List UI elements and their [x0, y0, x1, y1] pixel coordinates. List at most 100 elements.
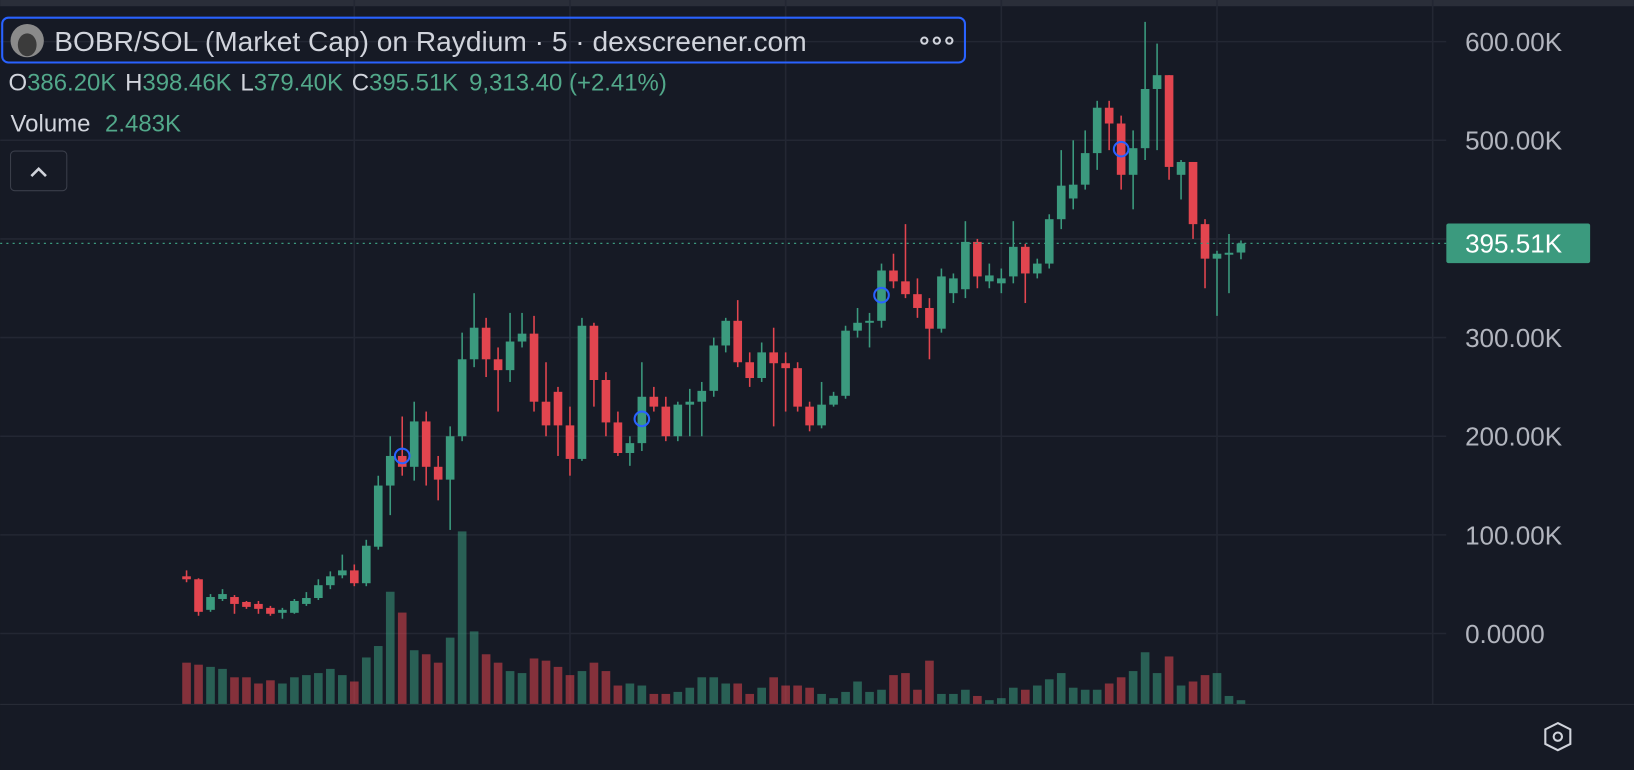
candle-body [757, 352, 767, 379]
candle-body [805, 406, 814, 426]
candle-layer [0, 21, 1447, 619]
volume-bar [505, 671, 515, 705]
volume-bar [469, 631, 479, 705]
collapse-button[interactable] [10, 150, 68, 192]
candle-body [385, 455, 395, 486]
volume-bar [493, 662, 503, 705]
volume-bar [817, 693, 826, 705]
more-icon[interactable] [920, 36, 954, 45]
volume-bar [361, 657, 371, 705]
candle-body [314, 585, 323, 599]
volume-bar [961, 689, 970, 705]
candle-body [1080, 153, 1090, 185]
volume-label: Volume [11, 110, 91, 137]
ohlc-value: 398.46K [142, 70, 231, 97]
candle-body [1044, 219, 1054, 264]
volume-bar [937, 693, 946, 705]
candle-body [218, 594, 227, 599]
candle-body [1212, 253, 1222, 259]
candle-body [373, 485, 383, 547]
volume-bar [338, 675, 347, 705]
candle-body [1068, 184, 1078, 199]
event-marker [393, 447, 411, 465]
volume-bar [925, 660, 934, 705]
change: 9,313.40 (+2.41%) [469, 70, 667, 97]
volume-bar [517, 673, 527, 705]
volume-bar [1080, 689, 1090, 705]
event-marker [1112, 140, 1130, 158]
volume-bar [218, 668, 227, 705]
candle-body [649, 396, 659, 407]
volume-bar [769, 677, 778, 705]
avatar-figure [17, 33, 37, 57]
volume-bar [206, 666, 215, 705]
candle-body [421, 421, 431, 467]
grid [0, 0, 1447, 705]
candle-body [1008, 246, 1018, 277]
candle-body [997, 278, 1006, 284]
candle-body [637, 396, 647, 444]
volume-bar [565, 675, 575, 705]
volume-bar [577, 671, 587, 705]
candle-body [685, 401, 695, 405]
candle-body [625, 443, 635, 453]
candle-body [673, 404, 683, 437]
candle-body [769, 352, 778, 364]
volume-bar [709, 677, 719, 705]
volume-bar [913, 689, 922, 705]
candle-body [481, 327, 491, 360]
y-tick-label: 300.00K [1465, 323, 1563, 353]
last-price-label: 395.51K [1465, 229, 1563, 259]
candle-body [865, 320, 874, 323]
volume-bar [409, 650, 419, 705]
volume-bar [733, 683, 743, 705]
candle-body [781, 363, 790, 369]
candle-body [1152, 75, 1162, 89]
candle-body [194, 579, 203, 612]
volume-bar [326, 668, 335, 705]
candle-body [505, 341, 515, 371]
candle-body [985, 275, 994, 282]
volume-bar [721, 683, 731, 705]
volume-bar [481, 654, 491, 705]
candle-body [565, 425, 575, 459]
y-tick-label: 100.00K [1465, 520, 1563, 550]
symbol-box[interactable] [1, 16, 966, 64]
volume-bar [853, 681, 862, 705]
settings-button[interactable] [1544, 721, 1572, 752]
volume-bar [1008, 687, 1018, 705]
candle-body [1200, 224, 1210, 259]
volume-bar [1236, 700, 1246, 705]
settings-icon [1552, 731, 1564, 742]
volume-bar [1212, 673, 1222, 705]
ohlc-value: 379.40K [254, 70, 343, 97]
ohlc-legend: O386.20K H398.46K L379.40K C395.51K 9,31… [8, 70, 666, 97]
candle-body [409, 421, 419, 467]
candle-body [278, 609, 287, 613]
volume-bar [529, 658, 539, 705]
candle-body [1176, 161, 1186, 175]
volume-bar [266, 680, 275, 705]
candle-body [349, 570, 359, 584]
volume-bar [1128, 671, 1138, 705]
volume-bar [793, 685, 802, 705]
volume-bar [1164, 656, 1174, 705]
candle-body [1188, 161, 1198, 225]
candle-body [541, 401, 551, 426]
candle-body [1224, 252, 1234, 255]
volume-bar [1176, 685, 1186, 705]
volume-bar [421, 654, 431, 705]
candle-body [338, 570, 347, 576]
ohlc-key: H [125, 70, 142, 97]
volume-bar [685, 687, 695, 705]
candle-body [290, 600, 299, 613]
volume-bar [349, 681, 359, 705]
candle-body [925, 307, 934, 329]
candle-body [577, 325, 587, 459]
volume-bar [314, 673, 323, 705]
volume-bar [1200, 675, 1210, 705]
volume-bar [745, 693, 755, 705]
volume-bar [625, 683, 635, 705]
volume-bar [877, 689, 886, 705]
